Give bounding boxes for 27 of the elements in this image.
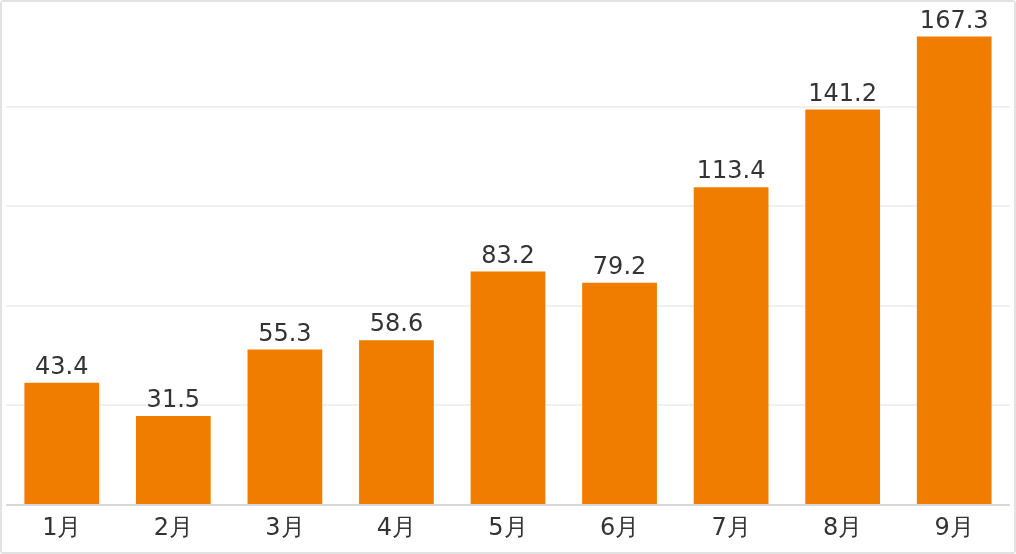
data-label: 141.2 [808, 78, 878, 107]
data-label: 55.3 [258, 318, 312, 347]
data-label: 43.4 [35, 351, 89, 380]
data-label: 79.2 [592, 251, 647, 280]
x-tick-label: 2月 [153, 512, 193, 541]
data-label: 83.2 [481, 240, 535, 269]
bar [359, 340, 434, 504]
bar [247, 349, 323, 504]
bar [693, 187, 769, 504]
x-tick-label: 6月 [599, 512, 640, 541]
x-tick-label: 5月 [488, 512, 528, 541]
data-label: 31.5 [146, 385, 201, 413]
bar [135, 416, 211, 504]
bar [805, 109, 881, 504]
x-tick-label: 4月 [376, 512, 417, 541]
bar [916, 36, 992, 504]
data-label: 58.6 [369, 309, 424, 338]
x-tick-label: 9月 [934, 512, 974, 541]
bar [24, 382, 100, 504]
x-tick-label: 1月 [42, 512, 82, 541]
x-tick-label: 8月 [823, 512, 863, 541]
bar [582, 282, 657, 504]
x-tick-label: 7月 [711, 512, 751, 541]
bar [470, 271, 546, 504]
data-label: 113.4 [696, 156, 766, 185]
data-label: 167.3 [919, 5, 989, 34]
x-tick-label: 3月 [265, 512, 305, 541]
